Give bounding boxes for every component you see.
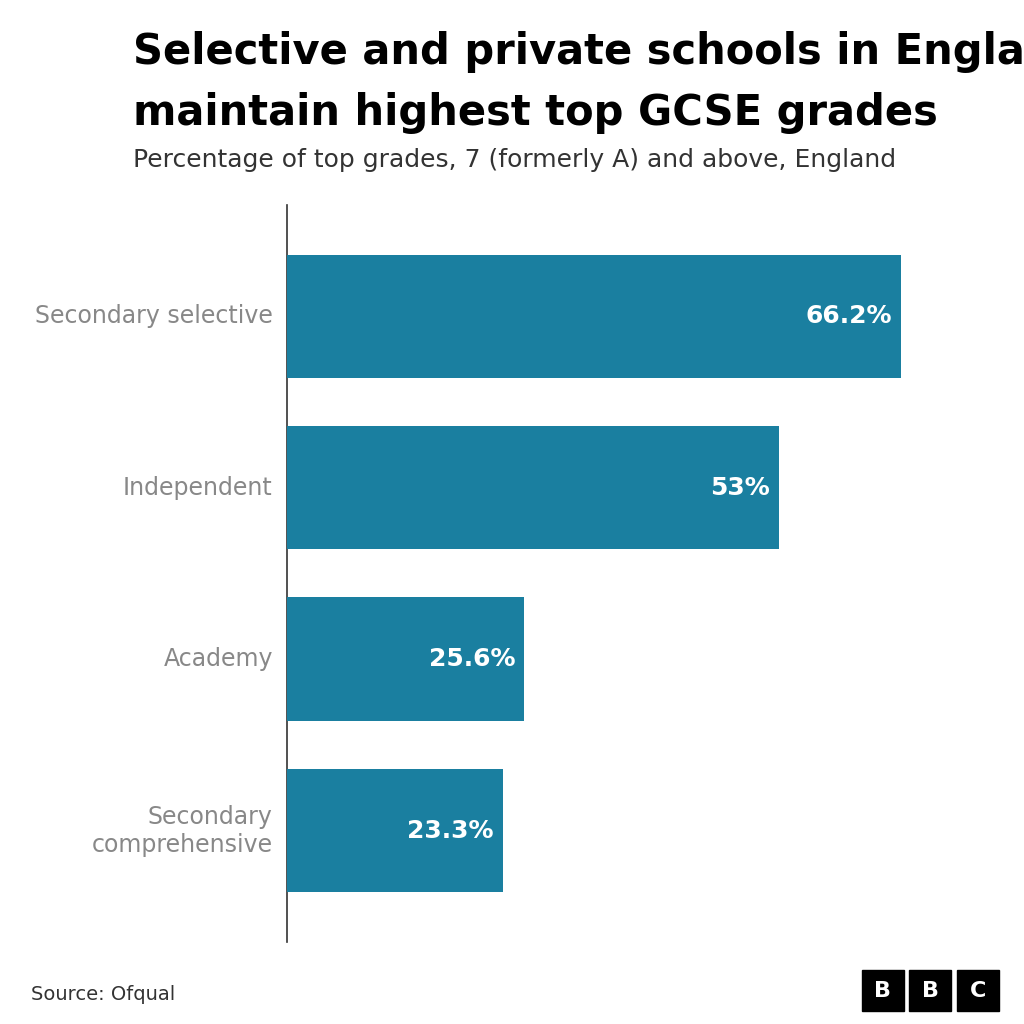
Text: Percentage of top grades, 7 (formerly A) and above, England: Percentage of top grades, 7 (formerly A)… — [133, 148, 896, 172]
Text: maintain highest top GCSE grades: maintain highest top GCSE grades — [133, 92, 938, 134]
Text: C: C — [970, 981, 986, 1000]
FancyBboxPatch shape — [861, 970, 903, 1012]
Text: 23.3%: 23.3% — [408, 818, 494, 843]
Bar — [287, 769, 503, 892]
Text: 66.2%: 66.2% — [806, 304, 892, 329]
Text: 25.6%: 25.6% — [429, 647, 515, 671]
Text: B: B — [874, 981, 891, 1000]
Bar — [287, 426, 779, 550]
FancyBboxPatch shape — [909, 970, 951, 1012]
Text: Selective and private schools in England: Selective and private schools in England — [133, 31, 1024, 73]
Text: Source: Ofqual: Source: Ofqual — [31, 984, 175, 1004]
Text: B: B — [922, 981, 939, 1000]
Bar — [287, 255, 901, 378]
Bar — [287, 597, 524, 721]
FancyBboxPatch shape — [957, 970, 999, 1012]
Text: 53%: 53% — [710, 476, 769, 500]
